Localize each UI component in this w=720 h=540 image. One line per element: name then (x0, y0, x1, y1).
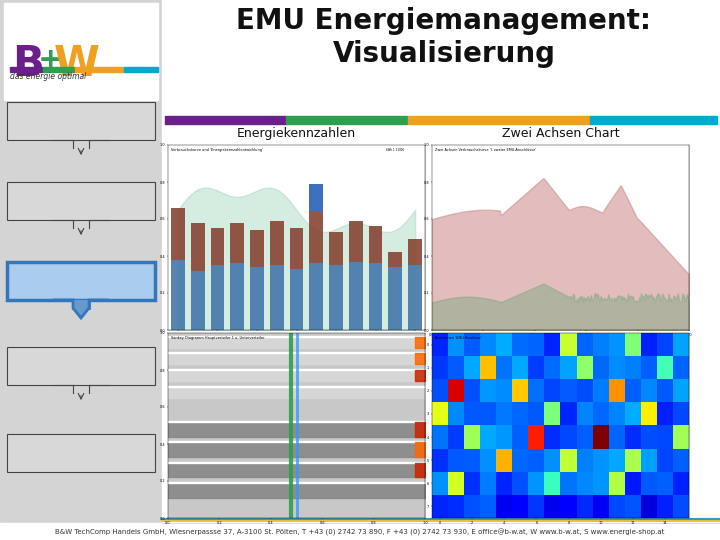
Bar (432, 145, 689, 330)
Bar (168, 333, 425, 518)
Bar (124, 67, 158, 72)
Bar (210, 228, 225, 265)
Bar (287, 116, 408, 124)
Bar (329, 232, 343, 265)
Text: Visualisierung: Visualisierung (333, 40, 556, 68)
Text: Verbrauchskurve und 'Energiekennzahlentwicklung': Verbrauchskurve und 'Energiekennzahlentw… (171, 148, 263, 152)
Text: Sankey Diagramm Hauptverteiler 1 u. Unterverteiler: Sankey Diagramm Hauptverteiler 1 u. Unte… (171, 336, 264, 340)
Bar (7, 182, 155, 220)
Bar (432, 333, 689, 518)
Bar (310, 184, 323, 212)
Text: kWh 1 11000: kWh 1 11000 (387, 148, 405, 152)
Bar (388, 267, 402, 330)
Bar (408, 239, 422, 265)
Bar (590, 116, 716, 124)
Bar (0, 0, 162, 525)
Bar (230, 264, 244, 330)
Bar (349, 261, 363, 330)
Bar (250, 267, 264, 330)
Text: W: W (54, 43, 100, 85)
Bar (10, 67, 42, 72)
Bar (7, 262, 155, 300)
Text: das energie optimal: das energie optimal (10, 72, 86, 81)
Bar (42, 67, 75, 72)
Bar (329, 265, 343, 330)
Bar (230, 222, 244, 264)
Text: EMU Energiemanagement:: EMU Energiemanagement: (236, 7, 652, 35)
Text: Zwei Achsen Verbrauchskurve 'l. zweier EMU-Anschlüsse': Zwei Achsen Verbrauchskurve 'l. zweier E… (435, 148, 536, 152)
Text: Busriemen 'EMU Resilienz': Busriemen 'EMU Resilienz' (435, 336, 481, 340)
Bar (349, 221, 363, 261)
Bar (7, 347, 155, 385)
Bar (369, 264, 382, 330)
Bar (75, 67, 123, 72)
Bar (408, 265, 422, 330)
Bar (7, 102, 155, 140)
Bar (388, 252, 402, 267)
Bar (289, 269, 303, 330)
Bar (191, 271, 204, 330)
Text: B: B (12, 43, 44, 85)
Bar (171, 260, 185, 330)
Bar (210, 265, 225, 330)
Bar (7, 434, 155, 472)
Bar (168, 145, 425, 330)
Bar (191, 222, 204, 271)
Bar (369, 226, 382, 264)
Text: Zwei Achsen Chart: Zwei Achsen Chart (502, 127, 619, 140)
Bar (270, 221, 284, 265)
Text: +: + (38, 46, 63, 75)
Bar (0, 523, 720, 540)
Bar (250, 230, 264, 267)
Text: B&W TechComp Handels GmbH, Wiesnerpassse 37, A-3100 St. Pölten, T +43 (0) 2742 7: B&W TechComp Handels GmbH, Wiesnerpassse… (55, 528, 665, 536)
Text: Energiekennzahlen: Energiekennzahlen (237, 127, 356, 140)
Text: Sankey Diagramm: Sankey Diagramm (239, 315, 354, 328)
Bar (289, 228, 303, 269)
Text: Heatmap: Heatmap (532, 315, 589, 328)
Bar (171, 208, 185, 260)
Bar (310, 212, 323, 264)
Bar (310, 264, 323, 330)
Bar (408, 116, 590, 124)
Bar (165, 116, 286, 124)
Polygon shape (53, 300, 109, 318)
Bar (162, 0, 720, 525)
Bar (270, 265, 284, 330)
Bar (4, 3, 158, 100)
